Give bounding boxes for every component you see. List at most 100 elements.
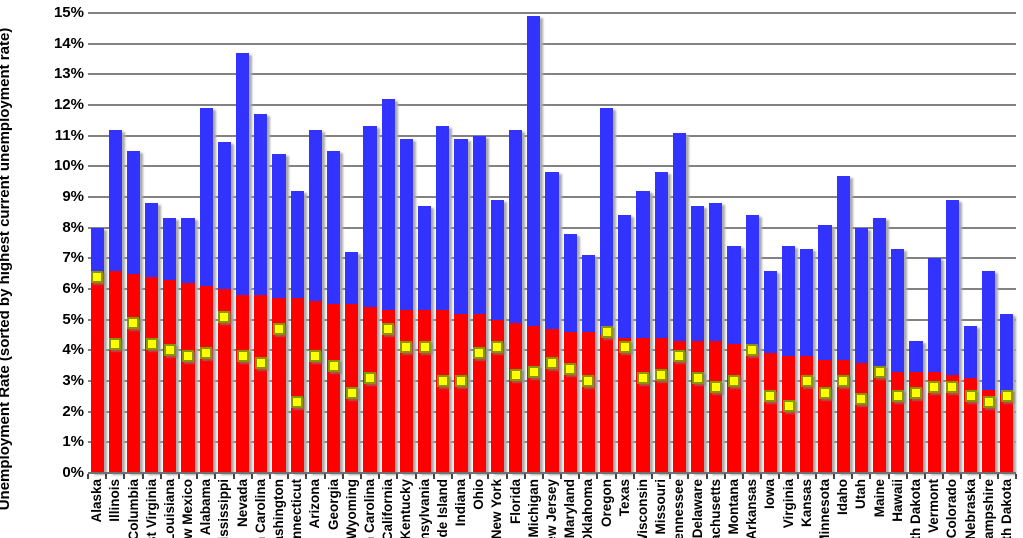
low-marker-texas: [618, 341, 631, 354]
current-bar-segment: [891, 371, 905, 473]
x-axis-tick: [596, 474, 599, 479]
x-axis-tick: [669, 474, 672, 479]
current-bar-segment: [308, 301, 323, 473]
bar-column-colorado: [945, 200, 959, 473]
current-bar-segment: [982, 390, 996, 473]
low-marker-nebraska: [964, 390, 977, 403]
bar-column-maryland: [563, 233, 577, 473]
bar-column-texas: [618, 215, 632, 473]
low-marker-iowa: [764, 390, 777, 403]
low-marker-new-hampshire: [982, 396, 995, 409]
current-bar-segment: [581, 331, 595, 473]
gridline: [88, 12, 1016, 14]
low-marker-minnesota: [818, 387, 831, 400]
peak-bar-segment: [454, 138, 468, 314]
x-axis-tick: [687, 474, 690, 479]
x-axis-label-connecticut: Connecticut: [289, 479, 305, 538]
peak-bar-segment: [145, 203, 159, 277]
peak-bar-segment: [963, 325, 978, 378]
low-marker-wisconsin: [636, 371, 649, 384]
current-bar-segment: [1000, 393, 1014, 473]
x-axis-label-idaho: Idaho: [835, 479, 851, 515]
bar-column-new-jersey: [545, 172, 559, 473]
x-axis-label-maryland: Maryland: [562, 479, 578, 538]
bar-column-arizona: [308, 129, 323, 473]
low-marker-maryland: [564, 362, 577, 375]
x-axis-label-tennessee: Tennessee: [671, 479, 687, 538]
x-axis-label-kentucky: Kentucky: [398, 479, 414, 538]
gridline: [88, 104, 1016, 106]
current-bar-segment: [527, 325, 541, 473]
peak-bar-segment: [618, 215, 632, 339]
x-axis-label-wyoming: Wyoming: [343, 479, 359, 538]
peak-bar-segment: [363, 126, 377, 308]
low-marker-illinois: [109, 338, 122, 351]
low-marker-michigan: [527, 365, 540, 378]
low-marker-florida: [509, 368, 522, 381]
x-axis-tick: [505, 474, 508, 479]
low-marker-california: [382, 322, 395, 335]
current-bar-segment: [436, 310, 450, 473]
x-axis-tick: [978, 474, 981, 479]
y-tick-label: 12%: [53, 96, 84, 113]
peak-bar-segment: [1000, 313, 1014, 394]
x-axis-tick: [268, 474, 271, 479]
bar-column-alabama: [199, 108, 213, 473]
x-axis-label-new-mexico: New Mexico: [180, 479, 196, 538]
x-axis-tick: [450, 474, 453, 479]
low-marker-west-virginia: [145, 338, 158, 351]
bar-column-iowa: [763, 270, 777, 473]
x-axis-label-district-of-columbia: District of Columbia: [126, 479, 142, 538]
x-axis-tick: [814, 474, 817, 479]
peak-bar-segment: [854, 227, 868, 363]
low-marker-virginia: [782, 399, 795, 412]
x-axis-label-georgia: Georgia: [325, 479, 341, 531]
bar-column-washington: [272, 154, 286, 473]
current-bar-segment: [90, 270, 104, 473]
peak-bar-segment: [345, 252, 359, 305]
y-tick-label: 6%: [62, 280, 84, 297]
peak-bar-segment: [199, 108, 213, 286]
current-bar-segment: [327, 304, 341, 473]
low-marker-arizona: [309, 350, 322, 363]
peak-bar-segment: [436, 126, 450, 311]
x-axis-label-rhode-island: Rhode Island: [434, 479, 450, 538]
peak-bar-segment: [581, 255, 595, 332]
current-bar-segment: [636, 338, 650, 473]
current-bar-segment: [599, 334, 614, 473]
low-marker-missouri: [655, 368, 668, 381]
gridline: [88, 165, 1016, 168]
peak-bar-segment: [272, 154, 286, 299]
bar-column-minnesota: [818, 224, 832, 473]
current-bar-segment: [800, 356, 814, 473]
y-tick-label: 11%: [54, 126, 84, 144]
current-bar-segment: [836, 359, 850, 473]
bar-column-georgia: [327, 151, 341, 473]
x-axis-line: [88, 472, 1016, 474]
peak-bar-segment: [563, 233, 577, 332]
peak-bar-segment: [308, 129, 323, 302]
peak-bar-segment: [709, 203, 723, 342]
x-axis-label-minnesota: Minnesota: [816, 479, 832, 538]
current-bar-segment: [145, 276, 159, 473]
bar-column-alaska: [90, 227, 104, 473]
peak-bar-segment: [763, 270, 777, 354]
x-axis-tick: [541, 474, 544, 479]
current-bar-segment: [727, 344, 741, 473]
current-bar-segment: [709, 341, 723, 473]
x-axis-label-vermont: Vermont: [926, 479, 942, 534]
bar-column-kansas: [800, 249, 814, 473]
current-bar-segment: [672, 341, 686, 473]
y-tick-label: 10%: [53, 157, 84, 175]
x-axis-tick: [924, 474, 927, 479]
bar-column-south-carolina: [254, 114, 268, 473]
x-axis-tick: [87, 474, 89, 479]
x-axis-tick: [651, 474, 654, 479]
y-tick-label: 1%: [62, 433, 84, 451]
y-tick-label: 14%: [53, 34, 84, 52]
x-axis-label-utah: Utah: [853, 479, 869, 509]
current-bar-segment: [945, 374, 959, 473]
x-axis-tick: [487, 474, 490, 479]
x-axis-label-kansas: Kansas: [798, 479, 814, 528]
x-axis-label-arkansas: Arkansas: [744, 479, 760, 538]
